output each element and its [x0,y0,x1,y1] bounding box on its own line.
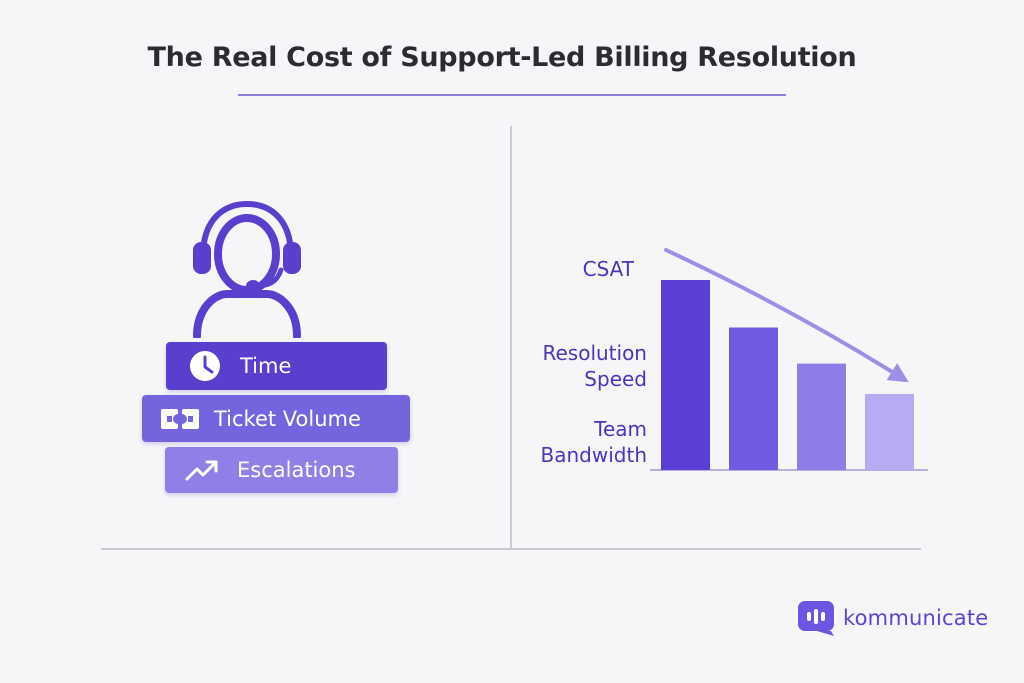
chart-trend-arrow [664,248,909,383]
headset-left-earpiece [193,242,211,274]
escalations-label: Escalations [237,458,356,482]
agent-shoulders [193,290,301,338]
chart-bar-2 [729,327,778,470]
chart-bar-3 [797,363,846,470]
ticket-icon [160,406,200,432]
chart-label-team-bandwidth: Team Bandwidth [540,417,647,467]
escalations-pill: Escalations [165,447,398,493]
horizontal-divider [101,548,921,550]
headset-mic [246,280,260,292]
page-title: The Real Cost of Support-Led Billing Res… [147,42,857,73]
chart-bar-1 [661,280,710,470]
headset-right-earpiece [283,242,301,274]
trending-up-icon [185,457,221,483]
headset-band [200,201,294,259]
vertical-divider [510,126,512,550]
time-label: Time [240,354,292,378]
kommunicate-logo-icon [798,601,834,636]
ticket-volume-label: Ticket Volume [214,406,361,431]
chart-label-resolution-speed: Resolution Speed [542,341,647,391]
brand-name: kommunicate [843,606,989,630]
chart-label-csat: CSAT [582,257,634,281]
title-underline [238,94,786,96]
time-pill: Time [166,342,387,390]
ticket-volume-pill: Ticket Volume [142,395,410,442]
brand-logo: kommunicate [797,600,988,636]
clock-icon [188,349,222,383]
metrics-bar-chart [650,248,928,471]
chart-bar-4 [865,394,914,470]
support-agent-headset-icon [193,201,301,338]
agent-head [214,214,280,294]
